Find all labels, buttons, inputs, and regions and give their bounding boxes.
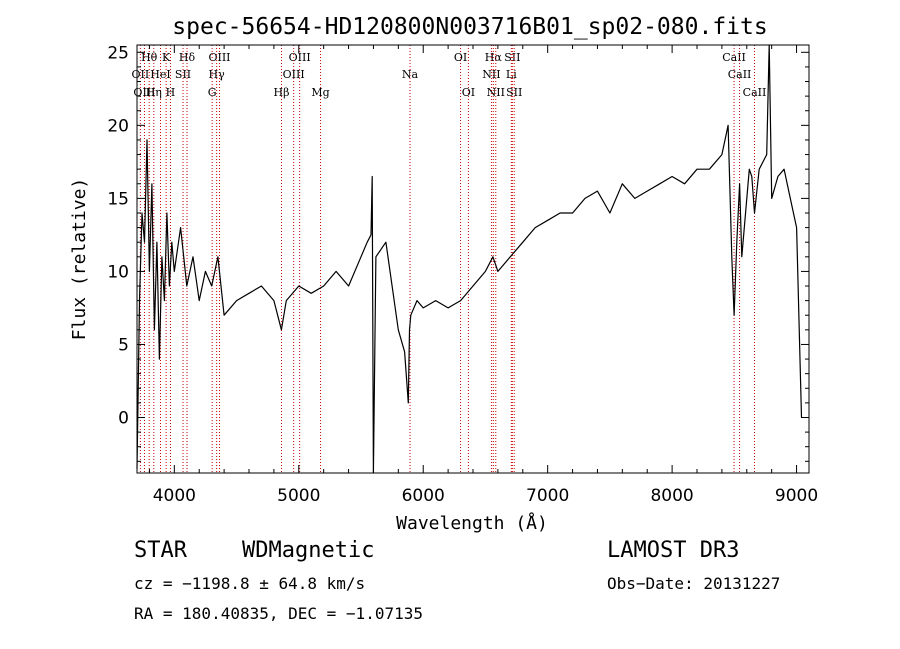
spectral-line-label: OII	[132, 68, 150, 81]
x-tick-label: 8000	[650, 486, 693, 506]
x-tick-label: 9000	[775, 486, 818, 506]
spectral-line-label: HeI	[150, 68, 170, 81]
spectral-line-label: SII	[175, 68, 191, 81]
y-axis-label: Flux (relative)	[69, 178, 90, 341]
plot-frame	[136, 44, 810, 474]
y-tick-label: 25	[107, 43, 129, 63]
spectral-line-label: OIII	[283, 68, 305, 81]
spectral-line-label: Hθ	[141, 51, 158, 64]
spectral-line-label: Li	[506, 68, 517, 81]
y-tick-label: 15	[107, 189, 129, 209]
spectral-line-label: NII	[487, 86, 505, 99]
spectral-line-label: OIII	[208, 51, 230, 64]
coordinates: RA = 180.40835, DEC = −1.07135	[134, 604, 423, 623]
spectral-line-label: NII	[482, 68, 500, 81]
spectral-line-label: Mg	[311, 86, 329, 99]
spectral-line-label: Hα	[485, 51, 503, 64]
spectral-line-label: CaII	[728, 68, 752, 81]
x-tick-label: 6000	[402, 486, 445, 506]
y-tick-label: 5	[118, 335, 129, 355]
spectral-line-label: SII	[504, 51, 520, 64]
spectral-line-label: CaII	[722, 51, 746, 64]
obs-date: Obs−Date: 20131227	[607, 574, 781, 593]
flux-series	[136, 44, 803, 474]
spectral-line-label: G	[208, 86, 217, 99]
survey-name: LAMOST DR3	[607, 538, 740, 563]
y-tick-label: 10	[107, 262, 129, 282]
spectral-line-label: Hβ	[274, 86, 290, 99]
x-tick-label: 4000	[153, 486, 196, 506]
spectral-line-label: Hγ	[209, 68, 226, 81]
x-axis: 4000 5000 6000 7000 8000 9000	[148, 45, 818, 506]
y-tick-label: 0	[118, 408, 129, 428]
spectral-line-label: K	[162, 51, 171, 64]
chart-title: spec-56654-HD120800N003716B01_sp02-080.f…	[172, 14, 767, 40]
spectral-line-label: CaII	[743, 86, 767, 99]
x-axis-label: Wavelength (Å)	[396, 512, 548, 534]
spectral-line-label: Na	[402, 68, 419, 81]
spectral-line-label: OI	[454, 51, 467, 64]
y-axis: 0 5 10 15 20 25	[107, 43, 809, 462]
spectral-line-label: OI	[462, 86, 475, 99]
object-subclass: WDMagnetic	[242, 538, 375, 563]
x-tick-label: 5000	[277, 486, 320, 506]
x-tick-label: 7000	[526, 486, 569, 506]
object-class: STAR	[134, 538, 187, 563]
spectral-line-label: Hη	[146, 86, 162, 99]
y-tick-label: 20	[107, 116, 129, 136]
spectral-line-label: SII	[506, 86, 522, 99]
flux-series-line	[136, 44, 803, 474]
redshift-text: cz = −1198.8 ± 64.8 km/s	[134, 574, 366, 593]
spectral-line-label: H	[166, 86, 176, 99]
spectral-line-label: Hδ	[179, 51, 196, 64]
spectral-line-label: OIII	[289, 51, 311, 64]
